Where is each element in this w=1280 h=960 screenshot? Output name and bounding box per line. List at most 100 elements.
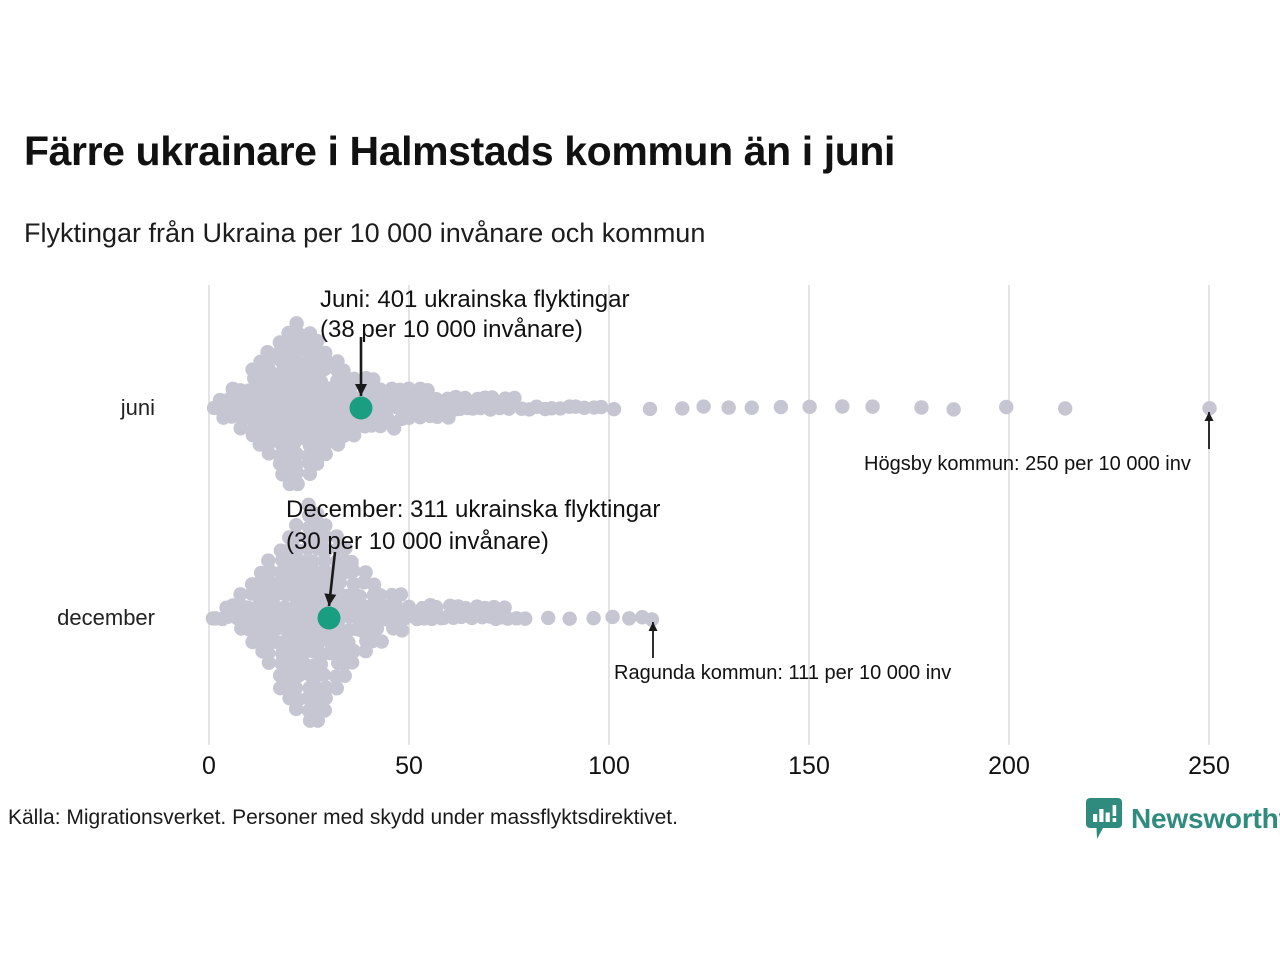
data-point bbox=[1058, 401, 1073, 416]
annotation-juni-line2: (38 per 10 000 invånare) bbox=[320, 316, 583, 343]
data-point bbox=[946, 402, 961, 417]
x-tick-label: 50 bbox=[395, 752, 423, 780]
data-point bbox=[318, 690, 333, 706]
data-point bbox=[233, 421, 248, 436]
data-point bbox=[317, 553, 332, 568]
data-point bbox=[501, 401, 517, 416]
data-point bbox=[369, 621, 385, 636]
data-point bbox=[261, 655, 277, 670]
data-point bbox=[316, 667, 331, 683]
data-point bbox=[337, 668, 352, 683]
data-point bbox=[420, 383, 435, 398]
data-point bbox=[541, 610, 556, 626]
data-point bbox=[289, 542, 304, 558]
data-point bbox=[288, 701, 304, 717]
data-point bbox=[914, 400, 929, 415]
source-note: Källa: Migrationsverket. Personer med sk… bbox=[8, 806, 678, 829]
data-point bbox=[696, 399, 711, 414]
data-point bbox=[773, 399, 789, 415]
y-axis-label-december: december bbox=[57, 605, 155, 630]
data-point bbox=[336, 363, 351, 378]
data-point bbox=[606, 402, 622, 417]
x-tick-label: 200 bbox=[988, 752, 1030, 780]
data-point bbox=[486, 599, 502, 615]
data-point bbox=[352, 589, 368, 604]
data-point bbox=[269, 587, 284, 602]
data-point bbox=[338, 540, 353, 556]
data-point bbox=[344, 655, 360, 670]
data-point bbox=[310, 713, 326, 728]
bar-chart-speech-bubble-icon bbox=[1086, 798, 1122, 839]
data-point bbox=[865, 399, 880, 414]
arrow-december-callout-head bbox=[324, 593, 337, 606]
data-point bbox=[288, 518, 304, 533]
arrow-hogsby-head bbox=[1204, 412, 1214, 421]
data-point bbox=[308, 680, 324, 695]
data-point bbox=[290, 476, 305, 492]
data-point bbox=[260, 344, 275, 360]
data-point bbox=[289, 316, 304, 331]
highlight-data-point[interactable] bbox=[317, 606, 341, 630]
data-point bbox=[358, 565, 373, 580]
data-point bbox=[1202, 401, 1217, 416]
data-point bbox=[318, 542, 334, 558]
annotation-hogsby: Högsby kommun: 250 per 10 000 inv bbox=[864, 453, 1191, 475]
arrow-ragunda-head bbox=[648, 622, 658, 631]
annotation-december-line2: (30 per 10 000 invånare) bbox=[286, 528, 549, 555]
data-point bbox=[507, 390, 522, 406]
data-point bbox=[835, 399, 850, 414]
data-point bbox=[373, 588, 388, 603]
data-point bbox=[497, 600, 512, 615]
x-tick-label: 100 bbox=[588, 752, 630, 780]
data-point bbox=[317, 703, 332, 718]
data-point bbox=[675, 401, 690, 416]
data-point bbox=[374, 634, 389, 649]
data-point bbox=[622, 611, 637, 626]
data-point bbox=[347, 371, 362, 387]
x-gridlines bbox=[208, 285, 1210, 745]
newsworthy-logo: Newsworthy bbox=[1086, 798, 1280, 839]
data-point bbox=[317, 528, 333, 544]
data-point bbox=[329, 681, 344, 696]
x-tick-label: 150 bbox=[788, 752, 830, 780]
data-point bbox=[368, 600, 384, 615]
data-point bbox=[344, 554, 359, 570]
data-point bbox=[605, 609, 620, 625]
data-point bbox=[318, 446, 333, 462]
data-point bbox=[261, 446, 277, 461]
data-point bbox=[305, 554, 320, 569]
data-point bbox=[644, 612, 660, 627]
data-point bbox=[393, 587, 409, 602]
data-point bbox=[394, 623, 410, 638]
annotation-juni-line1: Juni: 401 ukrainska flyktingar bbox=[320, 286, 630, 313]
data-point bbox=[366, 372, 381, 387]
data-point bbox=[586, 611, 601, 626]
annotation-arrows bbox=[324, 337, 1214, 658]
data-point bbox=[358, 643, 373, 659]
data-point bbox=[517, 611, 533, 626]
data-point bbox=[642, 401, 658, 417]
chart-title: Färre ukrainare i Halmstads kommun än i … bbox=[24, 128, 896, 174]
data-point bbox=[428, 599, 444, 615]
annotation-december-line1: December: 311 ukrainska flyktingar bbox=[286, 496, 661, 523]
data-point bbox=[464, 610, 480, 626]
data-point bbox=[346, 643, 362, 659]
data-point bbox=[366, 577, 382, 592]
y-axis-label-juni: juni bbox=[120, 395, 155, 420]
brand-name: Newsworthy bbox=[1131, 802, 1280, 834]
data-point bbox=[310, 333, 325, 349]
data-point bbox=[291, 668, 306, 683]
data-point bbox=[288, 680, 303, 696]
data-point bbox=[289, 447, 304, 462]
chart-subtitle: Flyktingar från Ukraina per 10 000 invån… bbox=[24, 218, 706, 248]
data-point bbox=[289, 465, 305, 480]
swarm-juni bbox=[206, 316, 1217, 492]
highlight-data-point[interactable] bbox=[349, 396, 373, 420]
data-point bbox=[318, 518, 333, 533]
x-tick-label: 250 bbox=[1188, 752, 1230, 780]
data-point bbox=[346, 428, 362, 443]
data-point bbox=[389, 599, 404, 615]
data-point bbox=[288, 529, 304, 544]
